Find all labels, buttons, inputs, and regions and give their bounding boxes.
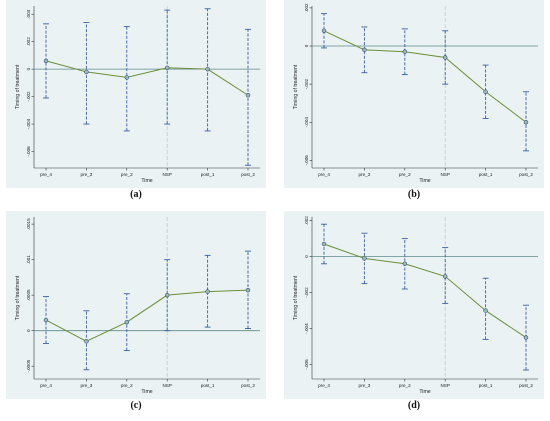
x-tick-label: post_1: [479, 383, 493, 388]
x-tick-label: pre_3: [81, 172, 93, 177]
series-line: [45, 289, 249, 342]
y-tick-label: .002: [304, 216, 309, 225]
y-tick-label: .001: [26, 255, 31, 264]
x-tick-label: pre_2: [121, 383, 133, 388]
x-axis-label: Time: [141, 389, 152, 395]
y-axis-label: Timing of treatment: [15, 64, 21, 109]
data-point: [483, 308, 488, 313]
x-tick-label: NSP: [162, 383, 171, 388]
x-tick-label: post_1: [201, 172, 215, 177]
data-point: [205, 289, 210, 294]
x-tick-label: NSP: [440, 172, 449, 177]
data-point: [523, 335, 529, 340]
caption-d: (d): [407, 400, 421, 411]
y-axis-label: Timing of treatment: [293, 275, 299, 320]
x-tick-label: post_2: [241, 383, 255, 388]
y-tick-label: .0005: [26, 289, 31, 301]
data-point: [483, 89, 488, 94]
y-tick-label: -.006: [304, 359, 309, 370]
y-tick-label: .002: [26, 37, 31, 46]
x-tick-label: pre_3: [359, 172, 371, 177]
caption-b: (b): [407, 189, 421, 200]
data-point: [443, 274, 448, 279]
data-point: [402, 49, 408, 54]
data-point: [443, 55, 448, 60]
series-line: [45, 60, 249, 96]
y-tick-label: -.0005: [26, 359, 31, 372]
x-axis-label: Time: [419, 389, 430, 395]
data-point: [362, 256, 367, 261]
data-point: [523, 120, 529, 125]
series-line: [323, 30, 527, 123]
x-tick-label: post_2: [519, 172, 533, 177]
y-tick-label: 0: [304, 44, 309, 47]
y-tick-label: -.004: [304, 117, 309, 128]
y-tick-label: 0: [304, 255, 309, 258]
y-tick-label: -.004: [304, 323, 309, 334]
data-point: [245, 287, 251, 293]
y-tick-label: .004: [26, 9, 31, 18]
data-point: [362, 47, 367, 53]
y-axis-label: Timing of treatment: [293, 64, 299, 109]
x-tick-label: pre_4: [318, 172, 330, 177]
chart-svg-c: .0015 .001 .0005 0 -.0005 Timing of treatment…: [6, 211, 266, 399]
x-axis-label: Time: [419, 178, 430, 184]
x-tick-label: NSP: [162, 172, 171, 177]
x-tick-label: pre_4: [318, 383, 330, 388]
chart-panel-b: .002 0 -.002 -.004 -.006 Timing of treatment p…: [284, 0, 544, 200]
x-tick-label: post_1: [201, 383, 215, 388]
data-point: [321, 28, 327, 33]
chart-svg-b: .002 0 -.002 -.004 -.006 Timing of treatment p…: [284, 0, 544, 188]
data-point: [84, 69, 89, 75]
x-tick-label: pre_3: [359, 383, 371, 388]
y-tick-label: 0: [26, 67, 31, 70]
x-tick-label: pre_4: [40, 172, 52, 177]
data-point: [245, 93, 251, 98]
y-axis-label: Timing of treatment: [15, 275, 21, 320]
x-tick-label: pre_2: [121, 172, 133, 177]
caption-a: (a): [130, 189, 142, 200]
y-tick-label: -.002: [26, 91, 31, 102]
data-point: [321, 241, 327, 247]
chart-panel-c: .0015 .001 .0005 0 -.0005 Timing of treatment…: [6, 211, 266, 411]
y-tick-label: -.006: [304, 155, 309, 166]
y-tick-label: -.002: [304, 287, 309, 298]
x-tick-label: pre_2: [399, 383, 411, 388]
chart-svg-d: .002 0 -.002 -.004 -.006 Timing of treatment p…: [284, 211, 544, 399]
y-tick-label: .002: [304, 3, 309, 12]
series-line: [323, 243, 527, 339]
y-tick-label: 0: [26, 329, 31, 332]
x-tick-label: NSP: [440, 383, 449, 388]
y-tick-label: -.006: [26, 146, 31, 157]
data-point: [43, 317, 49, 323]
data-point: [205, 66, 210, 72]
x-tick-label: post_2: [519, 383, 533, 388]
x-tick-label: pre_3: [81, 383, 93, 388]
x-tick-label: pre_2: [399, 172, 411, 177]
data-point: [124, 319, 130, 325]
data-point: [84, 339, 89, 344]
chart-panel-d: .002 0 -.002 -.004 -.006 Timing of treatment p…: [284, 211, 544, 411]
data-point: [402, 261, 408, 266]
x-tick-label: pre_4: [40, 383, 52, 388]
caption-c: (c): [130, 400, 142, 411]
y-tick-label: -.002: [304, 78, 309, 89]
data-point: [165, 65, 170, 70]
chart-svg-a: .004 .002 0 -.002 -.004 -.006 Timing of treatm…: [6, 0, 266, 188]
data-point: [165, 292, 170, 298]
y-tick-label: -.004: [26, 118, 31, 129]
x-tick-label: post_1: [479, 172, 493, 177]
data-point: [124, 75, 130, 80]
x-tick-label: post_2: [241, 172, 255, 177]
chart-panel-a: .004 .002 0 -.002 -.004 -.006 Timing of treatm…: [6, 0, 266, 200]
data-point: [43, 58, 49, 64]
x-axis-label: Time: [141, 178, 152, 184]
y-tick-label: .0015: [26, 218, 31, 230]
